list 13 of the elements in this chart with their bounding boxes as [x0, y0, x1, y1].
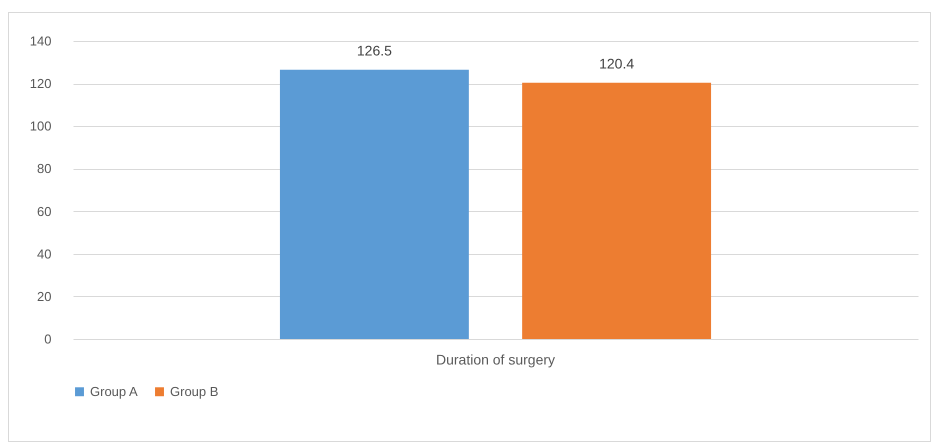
- y-tick-label: 140: [30, 34, 52, 48]
- data-label: 126.5: [356, 42, 392, 59]
- y-tick-label: 60: [37, 204, 52, 219]
- x-tick-label: Duration of surgery: [436, 352, 556, 368]
- data-label: 120.4: [599, 56, 634, 72]
- y-tick-label: 20: [37, 288, 52, 304]
- legend-label: Group B: [170, 384, 218, 399]
- y-tick-label: 40: [37, 246, 52, 262]
- y-tick-label: 0: [44, 332, 52, 346]
- y-tick-label: 80: [37, 161, 52, 176]
- y-tick-label: 120: [30, 76, 52, 92]
- y-tick-label: 100: [30, 118, 52, 134]
- legend-label: Group A: [90, 384, 138, 399]
